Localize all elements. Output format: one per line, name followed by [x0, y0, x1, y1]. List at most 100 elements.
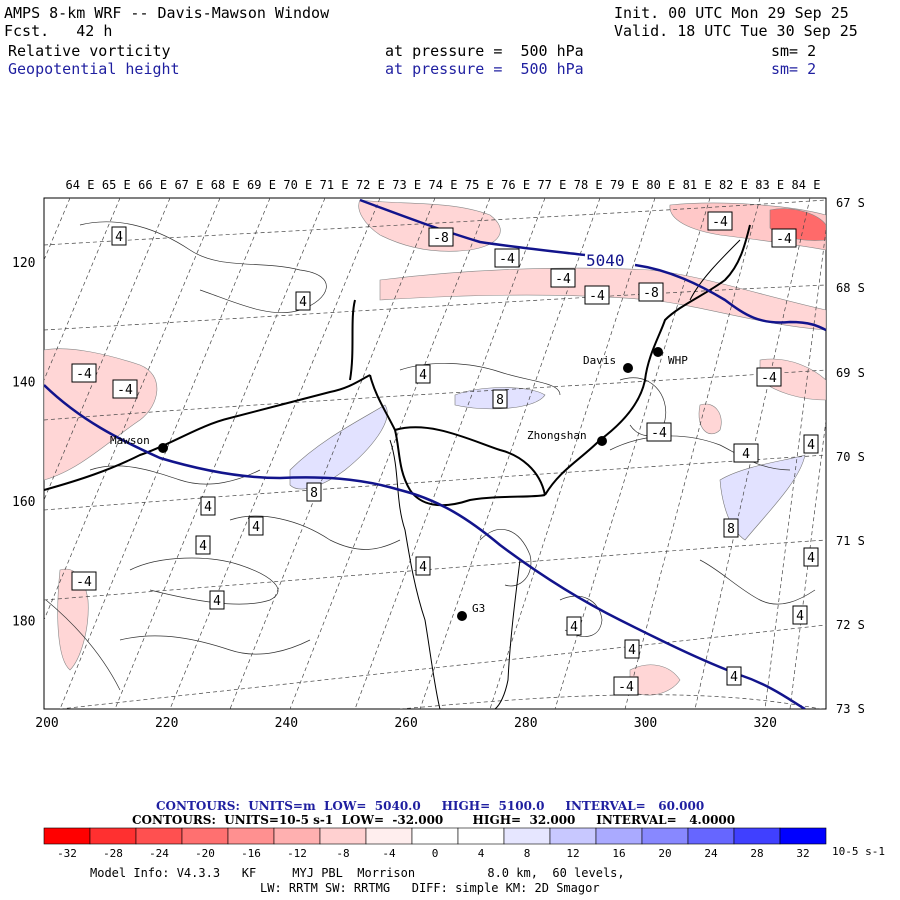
grid-x-label: 280: [514, 716, 537, 731]
colorbar-tick-label: 16: [612, 847, 625, 860]
station-label-mawson: Mawson: [110, 434, 150, 447]
longitude-label: 70 E: [283, 178, 312, 192]
colorbar-swatch: [89, 827, 137, 845]
longitude-label: 77 E: [537, 178, 566, 192]
colorbar-unit: 10-5 s-1: [832, 845, 885, 858]
longitude-label: 78 E: [574, 178, 603, 192]
vort-label: 4: [628, 643, 636, 658]
colorbar-swatch: [687, 827, 735, 845]
vort-label: 4: [204, 500, 212, 515]
colorbar-swatch: [549, 827, 597, 845]
grid-x-label: 220: [155, 716, 178, 731]
vort-label: -8: [643, 286, 659, 301]
station-marker-g3: [457, 611, 467, 621]
colorbar-tick-label: 4: [478, 847, 485, 860]
colorbar-swatch: [365, 827, 413, 845]
grid-x-label: 320: [753, 716, 776, 731]
longitude-label: 71 E: [320, 178, 349, 192]
grid-y-label: 160: [12, 495, 35, 510]
station-label-whp: WHP: [668, 354, 688, 367]
vorticity-value-labels: 4 -8 -4 -4 -4 -8 -4 -4 4 4 8 -4 -4 4 -4 …: [71, 211, 819, 696]
height-contour-info: CONTOURS: UNITS=m LOW= 5040.0 HIGH= 5100…: [156, 799, 705, 813]
colorbar-tick-label: 32: [796, 847, 809, 860]
colorbar-swatch: [181, 827, 229, 845]
longitude-label: 67 E: [174, 178, 203, 192]
vort-label: 4: [213, 594, 221, 609]
colorbar-tick-label: -4: [382, 847, 396, 860]
colorbar-swatch: [457, 827, 505, 845]
longitude-label: 75 E: [465, 178, 494, 192]
latitude-label: 73 S: [836, 702, 865, 716]
height-contour-label: 5040: [586, 251, 625, 270]
field1-level: at pressure = 500 hPa: [385, 42, 584, 60]
vort-label: 8: [727, 522, 735, 537]
vort-label: 4: [115, 230, 123, 245]
vort-label: -4: [776, 232, 792, 247]
longitude-label: 76 E: [501, 178, 530, 192]
colorbar: -32 -28 -24 -20 -16 -12 -8 -4 0 4 8 12 16 20 24 28 32 10…: [43, 827, 885, 860]
vort-label: -4: [117, 383, 133, 398]
vort-label: 4: [419, 368, 427, 383]
station-label-davis: Davis: [583, 354, 616, 367]
grid-y-label: 120: [12, 256, 35, 271]
colorbar-swatch: [733, 827, 781, 845]
ice-edge: [389, 239, 741, 709]
latitude-label: 70 S: [836, 450, 865, 464]
height-contours: [44, 198, 826, 709]
colorbar-tick-label: -8: [336, 847, 349, 860]
colorbar-tick-label: -28: [103, 847, 123, 860]
colorbar-swatch: [135, 827, 183, 845]
colorbar-tick-label: -16: [241, 847, 261, 860]
vort-label: 8: [496, 393, 504, 408]
colorbar-tick-label: 28: [750, 847, 763, 860]
longitude-label: 84 E: [792, 178, 821, 192]
colorbar-tick-label: 8: [524, 847, 531, 860]
colorbar-swatch: [411, 827, 459, 845]
field2-name: Geopotential height: [8, 60, 180, 78]
field2-level: at pressure = 500 hPa: [385, 60, 584, 78]
colorbar-tick-label: -24: [149, 847, 169, 860]
colorbar-tick-label: -32: [57, 847, 77, 860]
vorticity-contour-info: CONTOURS: UNITS=10-5 s-1 LOW= -32.000 HI…: [132, 813, 736, 827]
vort-label: -4: [618, 680, 634, 695]
colorbar-tick-label: -20: [195, 847, 215, 860]
longitude-label: 68 E: [211, 178, 240, 192]
vort-label: 4: [730, 670, 738, 685]
colorbar-swatch: [779, 827, 827, 845]
longitude-label: 66 E: [138, 178, 167, 192]
colorbar-swatch: [319, 827, 367, 845]
vort-label: -4: [589, 289, 605, 304]
vort-label: -8: [433, 231, 449, 246]
vort-label: -4: [76, 575, 92, 590]
longitude-labels: 64 E 65 E 66 E 67 E 68 E 69 E 70 E 71 E 72 E 73 E…: [66, 178, 821, 192]
station-marker-davis: [623, 363, 633, 373]
field2-smoothing: sm= 2: [771, 60, 817, 78]
grid-x-label: 300: [634, 716, 657, 731]
valid-time: Valid. 18 UTC Tue 30 Sep 25: [614, 22, 858, 40]
latitude-labels: 67 S 68 S 69 S 70 S 71 S 72 S 73 S: [836, 196, 865, 716]
vort-label: 4: [807, 551, 815, 566]
vort-label: -4: [499, 252, 515, 267]
longitude-label: 79 E: [610, 178, 639, 192]
vort-label: 8: [310, 486, 318, 501]
longitude-label: 83 E: [755, 178, 784, 192]
grid-x-label: 260: [394, 716, 417, 731]
latitude-label: 69 S: [836, 366, 865, 380]
longitude-label: 74 E: [429, 178, 458, 192]
vort-label: 4: [299, 295, 307, 310]
station-marker-mawson: [158, 443, 168, 453]
longitude-label: 64 E: [66, 178, 95, 192]
grid-y-labels: 120 140 160 180: [12, 256, 35, 630]
stations: Mawson Davis WHP Zhongshan G3: [110, 347, 688, 621]
vort-label: 4: [252, 520, 260, 535]
colorbar-swatch: [273, 827, 321, 845]
station-marker-zhongshan: [597, 436, 607, 446]
longitude-label: 72 E: [356, 178, 385, 192]
grid-y-label: 140: [12, 376, 35, 391]
vort-label: 4: [796, 609, 804, 624]
vort-label: 4: [807, 438, 815, 453]
init-time: Init. 00 UTC Mon 29 Sep 25: [614, 4, 849, 22]
vort-label: -4: [761, 371, 777, 386]
model-info: Model Info: V4.3.3 KF MYJ PBL Morrison 8…: [90, 866, 625, 880]
